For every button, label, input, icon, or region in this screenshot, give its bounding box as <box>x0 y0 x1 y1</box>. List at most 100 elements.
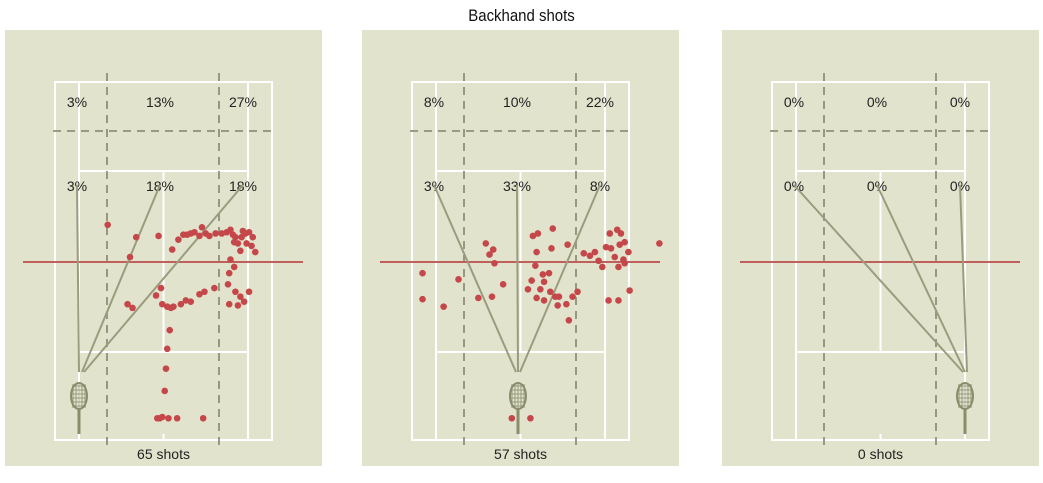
shot-dot <box>617 230 625 237</box>
shot-dot <box>499 281 507 288</box>
shot-count-label: 65 shots <box>137 446 190 462</box>
shot-dot <box>132 233 140 241</box>
tennis-racket-icon <box>70 382 88 434</box>
shot-dot <box>237 293 244 301</box>
shot-dot <box>196 232 203 240</box>
shot-dot <box>615 263 622 271</box>
shot-dot <box>524 285 532 293</box>
shot-dot <box>196 290 203 298</box>
shot-dot <box>540 278 548 286</box>
shot-dot <box>482 240 490 247</box>
shot-dot <box>249 233 257 241</box>
shot-dot <box>419 295 426 303</box>
shot-dot <box>545 269 553 277</box>
shot-dot <box>177 300 185 308</box>
shot-dot <box>626 287 633 294</box>
shot-dot <box>591 248 599 256</box>
shot-dot <box>574 288 581 296</box>
shot-trajectory <box>519 184 601 373</box>
shot-dot <box>527 414 534 422</box>
shot-dot <box>245 228 253 236</box>
shot-trajectory <box>793 184 964 373</box>
shot-dot <box>126 253 134 261</box>
shot-dot <box>564 241 571 248</box>
shot-dot <box>656 240 663 247</box>
shot-dot <box>175 236 182 243</box>
shot-dot <box>152 292 160 299</box>
shot-dot <box>569 293 576 301</box>
shot-dot <box>599 263 606 271</box>
shot-dot <box>166 326 173 334</box>
shot-dot <box>225 300 233 308</box>
shot-trajectory <box>516 184 519 373</box>
shot-dot <box>162 365 170 372</box>
shot-dot <box>206 232 213 240</box>
shot-dot <box>595 257 602 265</box>
shot-dot <box>440 303 447 310</box>
shot-dot <box>491 259 498 267</box>
shot-dot <box>163 345 171 353</box>
shot-dot <box>508 414 516 422</box>
shot-dot <box>605 297 612 304</box>
shot-dot <box>549 225 557 232</box>
shot-dot <box>621 238 628 246</box>
shot-dot <box>529 232 537 240</box>
shot-dot <box>539 271 547 278</box>
shot-dot <box>616 241 623 248</box>
shot-dot <box>540 297 548 304</box>
shot-dot <box>486 251 493 258</box>
shot-dot <box>419 269 426 277</box>
court-panel-3: 0%0%0%0%0%0%0 shots <box>722 30 1039 466</box>
shot-dot <box>532 262 539 270</box>
zone-percentage-deep: 3% <box>67 94 87 110</box>
shot-dot <box>528 277 535 284</box>
shot-dot <box>243 240 250 247</box>
shot-dot <box>237 247 244 255</box>
shot-dot <box>191 228 198 236</box>
shot-dot <box>155 232 162 240</box>
tennis-racket-icon <box>956 382 974 434</box>
shot-dot <box>586 252 594 260</box>
shot-dot <box>201 288 208 296</box>
shot-dot <box>489 246 497 253</box>
shot-dot <box>124 300 131 308</box>
shot-dot <box>240 298 248 305</box>
shot-count-label: 0 shots <box>858 446 903 462</box>
zone-percentage-deep: 0% <box>950 94 970 110</box>
shot-trajectory <box>959 184 968 373</box>
shot-dot <box>602 243 610 251</box>
shot-dot <box>611 253 619 261</box>
shot-dot <box>606 230 614 237</box>
shot-dot <box>173 414 181 422</box>
shot-dot <box>248 242 255 250</box>
shot-dot <box>230 263 238 271</box>
shot-dot <box>161 387 169 395</box>
shot-dot <box>156 414 164 422</box>
shot-dot <box>104 221 111 229</box>
shot-trajectory <box>83 184 244 373</box>
shot-dot <box>554 302 561 309</box>
shot-dot <box>225 269 233 277</box>
shot-dot <box>198 223 206 231</box>
shot-dot <box>555 293 563 301</box>
chart-title: Backhand shots <box>468 6 575 25</box>
shot-dot <box>621 259 628 267</box>
shot-trajectory <box>81 184 161 373</box>
shot-dot <box>245 288 253 296</box>
shot-dot <box>227 226 234 234</box>
shot-dot <box>158 300 166 308</box>
shot-dot <box>537 285 544 293</box>
shot-dot <box>163 303 171 310</box>
zone-percentage-deep: 8% <box>424 94 444 110</box>
shot-trajectory <box>876 184 966 373</box>
shot-dot <box>580 250 588 257</box>
shot-dot <box>129 304 136 312</box>
shot-dot <box>168 246 176 253</box>
shot-dot <box>534 230 542 237</box>
court-panel-1: 3%13%27%3%18%18%65 shots <box>5 30 322 466</box>
shot-dot <box>563 300 570 308</box>
shot-dot <box>607 245 615 252</box>
shot-count-label: 57 shots <box>494 446 547 462</box>
shot-dot <box>232 233 239 241</box>
